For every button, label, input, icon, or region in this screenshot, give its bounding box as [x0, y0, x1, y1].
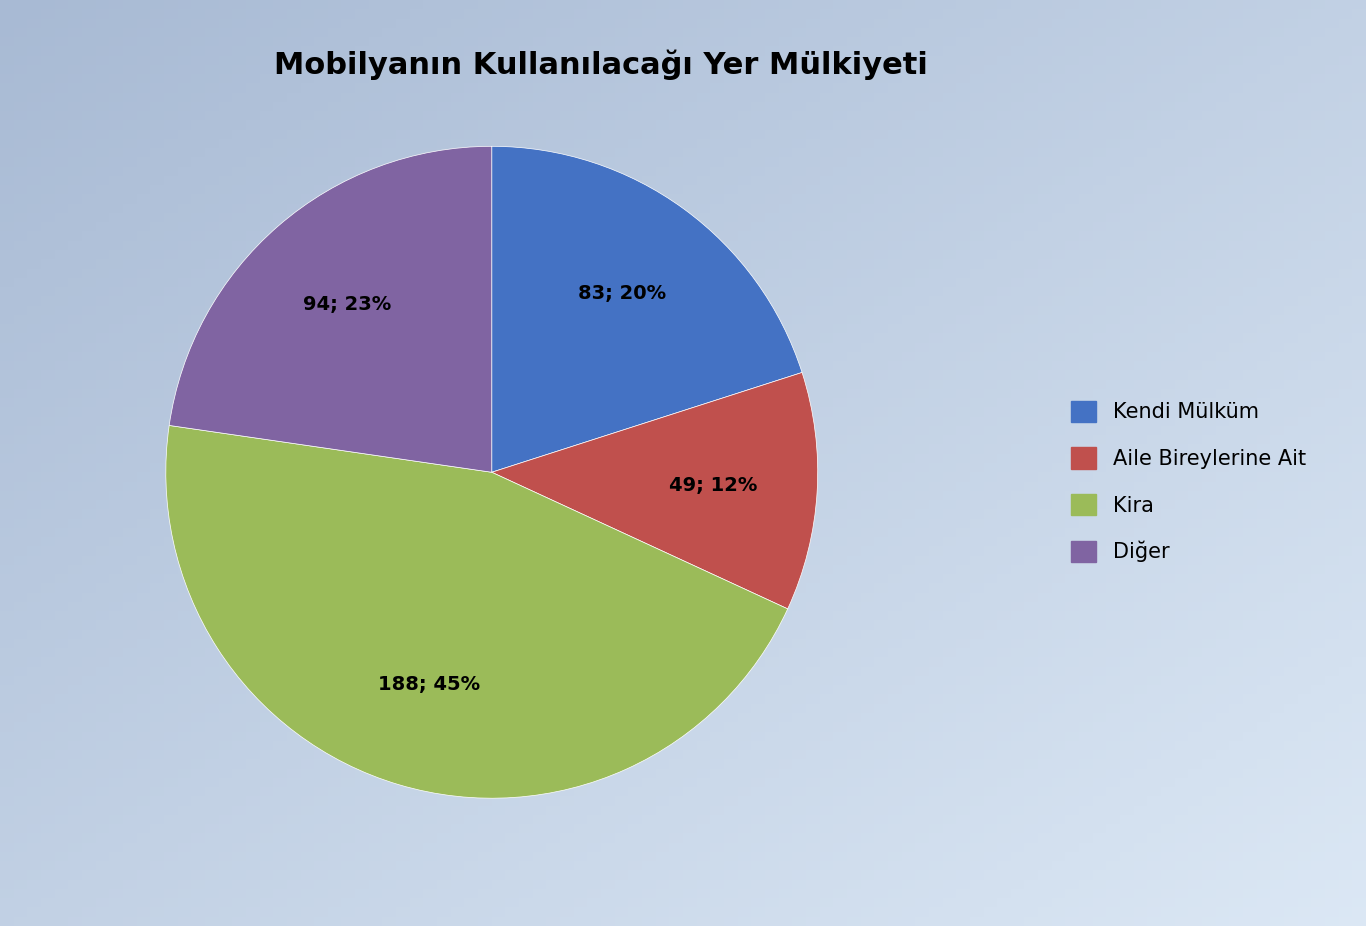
- Text: Mobilyanın Kullanılacağı Yer Mülkiyeti: Mobilyanın Kullanılacağı Yer Mülkiyeti: [275, 50, 928, 80]
- Text: 94; 23%: 94; 23%: [303, 295, 391, 314]
- Text: 188; 45%: 188; 45%: [377, 675, 479, 694]
- Text: 83; 20%: 83; 20%: [578, 283, 667, 303]
- Wedge shape: [492, 146, 802, 472]
- Wedge shape: [165, 425, 788, 798]
- Wedge shape: [492, 372, 818, 609]
- Legend: Kendi Mülküm, Aile Bireylerine Ait, Kira, Diğer: Kendi Mülküm, Aile Bireylerine Ait, Kira…: [1063, 393, 1314, 570]
- Text: 49; 12%: 49; 12%: [669, 476, 757, 495]
- Wedge shape: [169, 146, 492, 472]
